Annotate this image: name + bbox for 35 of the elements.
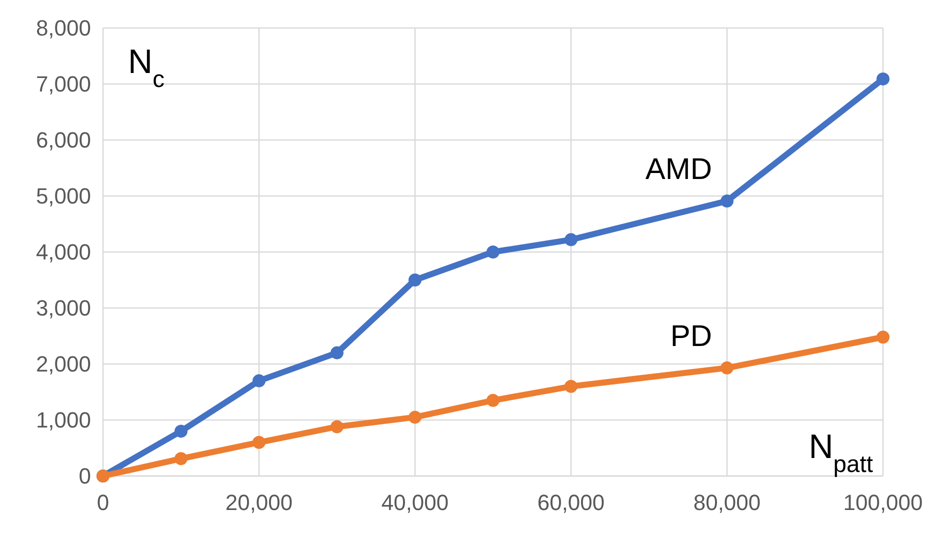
y-axis-title: N$_{c}$ (128, 43, 165, 92)
point (174, 452, 188, 466)
x-tick-label: 40,000 (381, 490, 449, 515)
y-tick-label: 3,000 (36, 296, 91, 321)
y-tick-label: 8,000 (36, 16, 91, 41)
point (876, 330, 890, 344)
y-tick-label: 7,000 (36, 72, 91, 97)
y-tick-label: 0 (78, 464, 91, 489)
point (720, 361, 734, 374)
y-tick-label: 1,000 (36, 408, 91, 433)
point (564, 233, 578, 246)
point (252, 436, 266, 449)
y-tick-label: 6,000 (36, 128, 91, 153)
point (330, 346, 344, 360)
point (486, 246, 500, 258)
point (252, 374, 266, 388)
y-tick-label: 2,000 (36, 352, 91, 377)
point (174, 424, 188, 438)
point (330, 420, 344, 434)
x-tick-label: 60,000 (537, 490, 605, 515)
series-label: AMD (645, 153, 712, 186)
x-tick-label: 80,000 (693, 490, 761, 515)
point (876, 72, 890, 86)
x-tick-label: 0 (96, 490, 110, 515)
x-tick-label: 20,000 (225, 490, 293, 515)
y-tick-label: 5,000 (36, 184, 91, 209)
x-tick-label: 100,000 (843, 490, 923, 515)
point (564, 380, 578, 393)
point (408, 410, 422, 424)
point (486, 394, 500, 407)
point (408, 274, 422, 286)
series-label: PD (670, 320, 712, 353)
y-tick-label: 4,000 (36, 240, 91, 265)
point (720, 194, 734, 208)
x-axis-title: N$_{patt}$ (808, 428, 874, 478)
